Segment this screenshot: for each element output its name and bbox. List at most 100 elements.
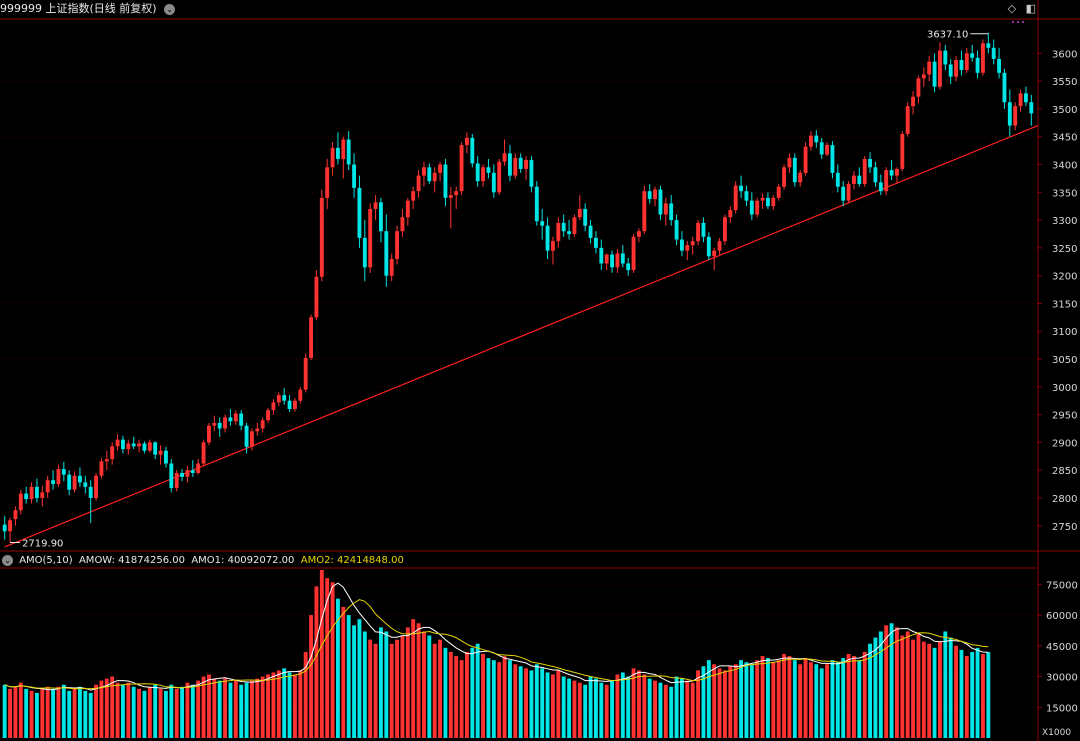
volume-bar xyxy=(852,656,856,738)
volume-bar xyxy=(884,625,889,738)
volume-bar xyxy=(577,682,582,738)
amow-value: AMOW: 41874256.00 xyxy=(78,555,185,566)
candle-body xyxy=(610,254,614,268)
candle-body xyxy=(239,413,244,426)
candle-body xyxy=(513,157,518,176)
candle-body xyxy=(884,170,889,192)
chevron-down-icon[interactable]: ⌄ xyxy=(164,3,176,15)
candle-body xyxy=(190,470,195,473)
volume-bar xyxy=(395,639,399,738)
price-tick-label: 2950 xyxy=(1052,411,1077,422)
volume-bar xyxy=(497,662,502,738)
candle-body xyxy=(653,189,657,199)
volume-bar xyxy=(72,688,77,738)
volume-bar xyxy=(475,643,480,738)
volume-bar xyxy=(110,676,115,738)
candle-body xyxy=(319,197,324,277)
candle-body xyxy=(384,231,389,276)
trendline-layer xyxy=(4,125,1039,548)
candle-body xyxy=(368,208,373,268)
volume-bar xyxy=(604,684,609,738)
volume-bar xyxy=(814,664,819,738)
window-toggle-icon[interactable]: ◧ xyxy=(1025,2,1036,15)
candle-body xyxy=(534,186,539,222)
candle-body xyxy=(325,167,330,198)
volume-bar xyxy=(868,643,872,738)
candle-body xyxy=(943,50,948,65)
volume-bar xyxy=(88,692,93,738)
volume-bar xyxy=(819,668,824,738)
price-tick-label: 3050 xyxy=(1052,355,1077,366)
volume-bar xyxy=(341,606,346,738)
candle-body xyxy=(948,64,953,77)
volume-bar xyxy=(690,682,695,738)
volume-bar xyxy=(336,598,340,738)
volume-bar xyxy=(744,662,749,738)
diamond-icon[interactable]: ◇ xyxy=(1007,2,1017,15)
candle-body xyxy=(916,78,921,97)
volume-bar xyxy=(481,654,485,738)
candle-body xyxy=(798,172,803,183)
volume-bar xyxy=(260,676,265,738)
moving-average-layer xyxy=(4,582,989,691)
volume-bar xyxy=(755,660,760,738)
candle-body xyxy=(674,220,679,240)
volume-bar xyxy=(873,637,878,738)
candle-body xyxy=(814,135,819,143)
volume-bar xyxy=(776,660,781,738)
candle-body xyxy=(583,208,588,226)
volume-bar xyxy=(524,668,528,738)
candle-body xyxy=(137,443,141,447)
candle-body xyxy=(29,486,34,500)
candle-body xyxy=(357,187,362,238)
candle-body xyxy=(196,463,201,473)
volume-bar xyxy=(346,615,351,738)
candle-body xyxy=(131,443,136,447)
candle-body xyxy=(427,167,432,182)
candle-body xyxy=(481,167,485,182)
candle-body xyxy=(669,203,674,221)
candle-body xyxy=(921,74,926,79)
volume-bar xyxy=(905,631,910,738)
candle-body xyxy=(975,57,980,73)
volume-bar xyxy=(314,586,319,738)
candle-body xyxy=(411,191,416,201)
price-tick-label: 3200 xyxy=(1052,272,1077,283)
volume-bar xyxy=(51,688,55,738)
volume-bar xyxy=(282,668,287,738)
candle-body xyxy=(314,276,319,318)
candle-body xyxy=(72,475,77,490)
candle-body xyxy=(40,492,45,498)
volume-bar xyxy=(131,686,136,738)
volume-bar xyxy=(900,635,905,738)
candle-body xyxy=(255,428,260,432)
volume-bar xyxy=(561,676,566,738)
volume-bar xyxy=(121,684,125,738)
volume-bar xyxy=(927,643,932,738)
volume-bar xyxy=(325,578,330,738)
candle-body xyxy=(889,170,894,176)
volume-bar xyxy=(217,680,222,738)
volume-bar xyxy=(663,684,668,738)
volume-bar xyxy=(147,686,152,738)
volume-bar xyxy=(653,680,657,738)
volume-bar xyxy=(83,690,88,738)
volume-bar xyxy=(631,668,636,738)
candle-body xyxy=(830,145,835,173)
candle-body xyxy=(637,231,641,237)
volume-bar xyxy=(24,688,29,738)
volume-bar xyxy=(551,674,555,738)
candle-body xyxy=(298,389,303,401)
chart-title: 999999 上证指数(日线 前复权) xyxy=(0,2,157,15)
volume-bar xyxy=(970,651,975,738)
indicator-chevron-icon[interactable]: ⌄ xyxy=(2,554,13,566)
candle-body xyxy=(771,197,776,207)
volume-bar xyxy=(658,682,663,738)
candle-body xyxy=(701,222,706,237)
candle-body xyxy=(932,61,937,87)
candle-body xyxy=(475,163,480,182)
candle-body xyxy=(524,160,528,169)
candle-body xyxy=(486,167,491,173)
volume-bar xyxy=(846,654,851,738)
volume-bar xyxy=(201,676,206,738)
